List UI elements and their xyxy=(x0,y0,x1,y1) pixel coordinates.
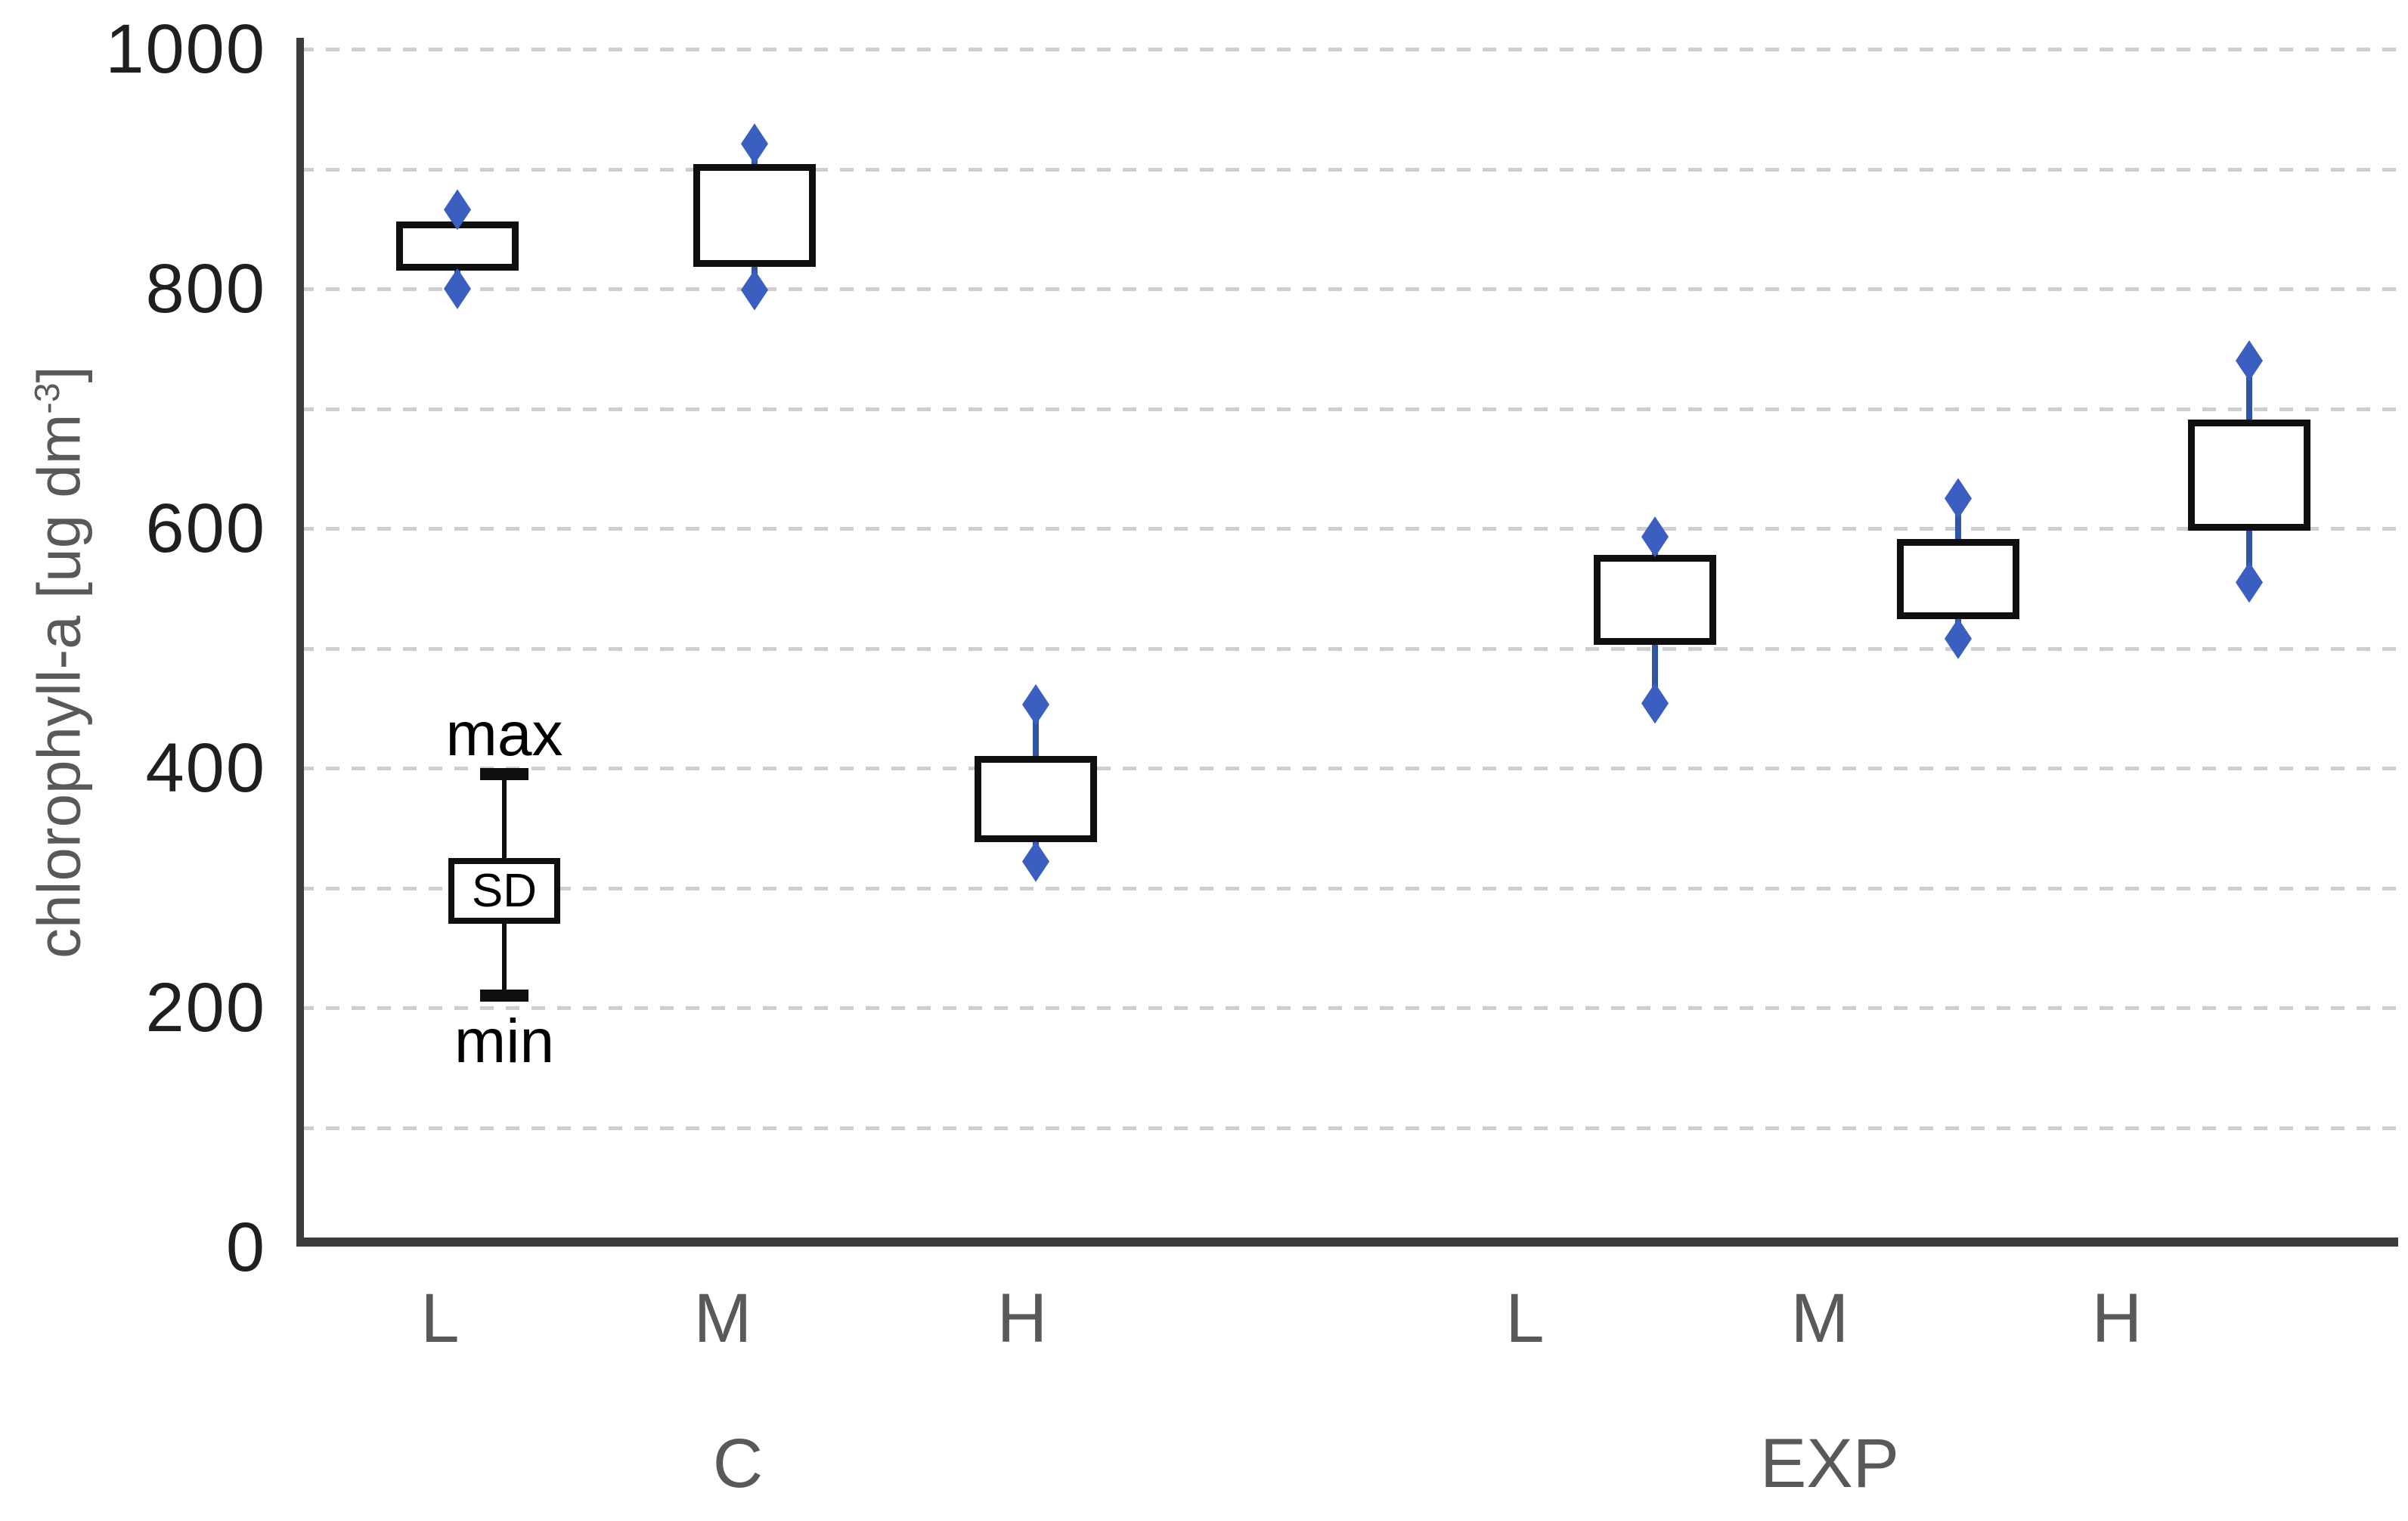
min-diamond-marker xyxy=(741,269,768,311)
y-tick-label: 0 xyxy=(225,1209,266,1286)
category-label: L xyxy=(1505,1280,1545,1357)
sd-box xyxy=(975,756,1097,843)
sd-box xyxy=(1897,539,2019,620)
max-diamond-marker xyxy=(1945,478,1972,519)
y-axis-title: chlorophyll-a [ug dm-3] xyxy=(12,292,93,1033)
y-axis-title-superscript: -3 xyxy=(27,383,67,414)
category-label: M xyxy=(1790,1280,1849,1357)
min-diamond-marker xyxy=(1022,841,1049,882)
category-label: L xyxy=(420,1280,460,1357)
max-diamond-marker xyxy=(1641,516,1669,558)
group-label: EXP xyxy=(1759,1425,1900,1502)
gridline xyxy=(300,767,2408,770)
y-axis-title-bracket: ] xyxy=(25,366,93,383)
x-axis-line xyxy=(300,1238,2398,1247)
y-tick-label: 600 xyxy=(145,490,266,567)
legend-max-cap xyxy=(480,767,528,780)
gridline xyxy=(300,1126,2408,1130)
gridline xyxy=(300,527,2408,531)
category-label: H xyxy=(2091,1280,2143,1357)
min-diamond-marker xyxy=(444,268,471,309)
min-diamond-marker xyxy=(1945,618,1972,659)
y-axis-line xyxy=(296,38,304,1247)
max-diamond-marker xyxy=(2236,340,2263,382)
gridline xyxy=(300,646,2408,651)
gridline xyxy=(300,1006,2408,1010)
max-diamond-marker xyxy=(1022,683,1049,725)
legend-min-cap xyxy=(480,990,528,1002)
legend-sd-box: SD xyxy=(448,857,560,925)
gridline xyxy=(300,886,2408,891)
sd-box xyxy=(2188,419,2310,531)
y-tick-label: 800 xyxy=(145,250,266,327)
gridline xyxy=(300,48,2408,51)
gridline xyxy=(300,407,2408,411)
min-diamond-marker xyxy=(1641,683,1669,724)
y-tick-label: 200 xyxy=(145,969,266,1046)
legend-sd-label: SD xyxy=(471,864,538,917)
category-label: H xyxy=(996,1280,1048,1357)
group-label: C xyxy=(712,1425,764,1502)
sd-box xyxy=(1594,554,1716,645)
category-label: M xyxy=(693,1280,752,1357)
legend-min-label: min xyxy=(454,1007,555,1076)
sd-box xyxy=(693,164,816,268)
legend-max-label: max xyxy=(445,700,563,769)
y-tick-label: 1000 xyxy=(105,11,266,88)
min-diamond-marker xyxy=(2236,562,2263,603)
gridline xyxy=(300,287,2408,291)
gridline xyxy=(300,167,2408,172)
max-diamond-marker xyxy=(741,123,768,165)
y-tick-label: 400 xyxy=(145,730,266,807)
sd-box xyxy=(396,221,519,271)
